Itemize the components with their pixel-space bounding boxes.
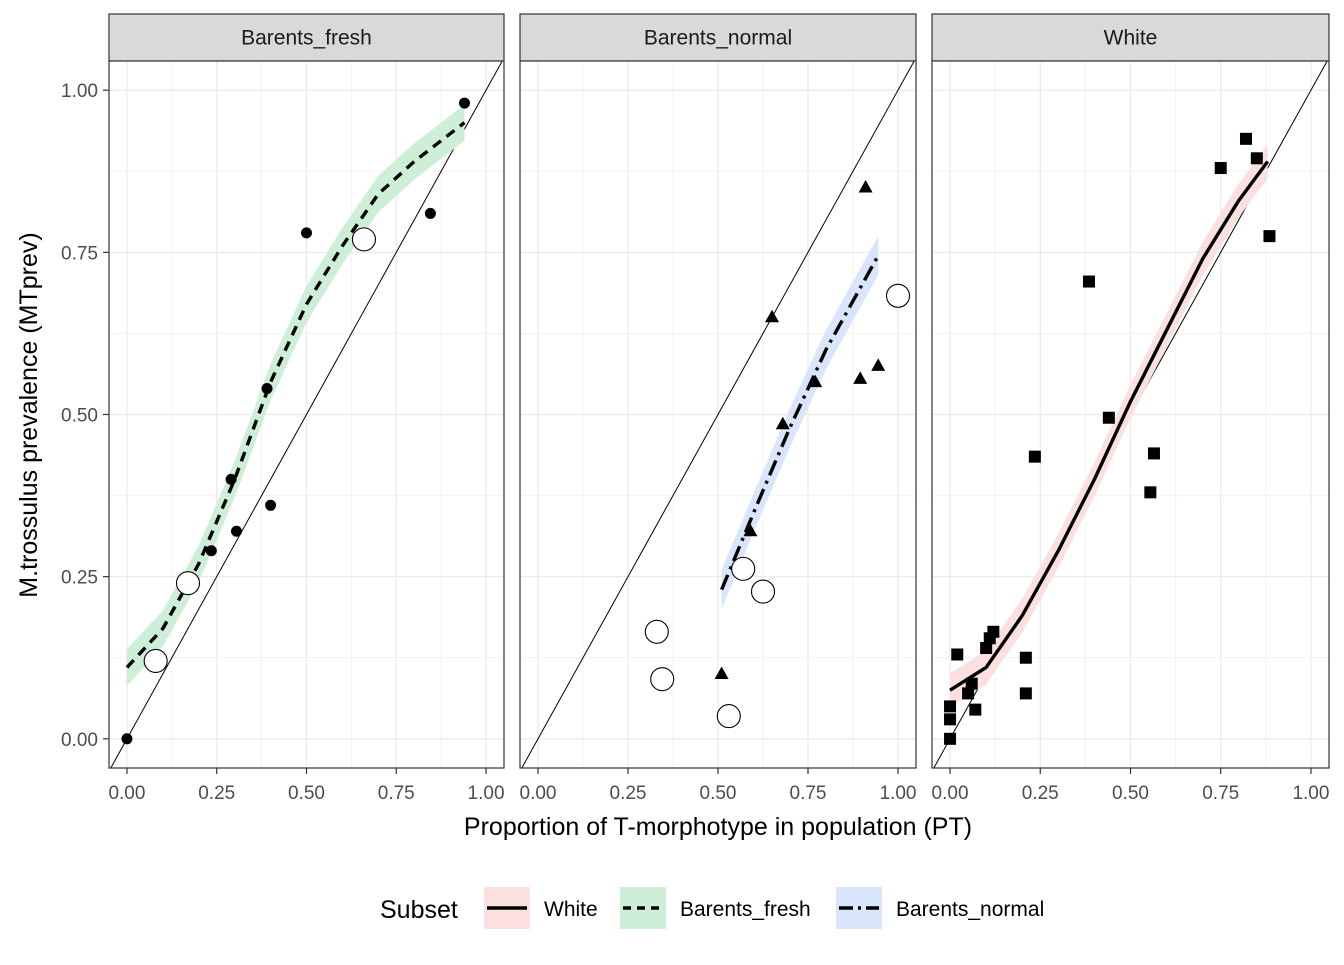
data-point-circle xyxy=(230,525,242,537)
facet-strip xyxy=(931,13,1330,62)
x-tick-label: 0.00 xyxy=(932,783,969,804)
x-tick-label: 0.50 xyxy=(1112,783,1149,804)
panel-White: White 0.00 0.25 0.50 0.75 1.00 xyxy=(931,13,1330,804)
y-tick-label: 0.25 xyxy=(61,568,98,589)
reference-line-y-equals-x xyxy=(521,61,915,768)
x-axis-title: Proportion of T-morphotype in population… xyxy=(464,813,972,841)
data-point-triangle xyxy=(775,416,790,430)
panel-Barents_fresh: Barents_fresh 0.00 0.25 0.50 0.75 1.00 0.00 0.2… xyxy=(61,13,505,804)
x-tick-label: 1.00 xyxy=(468,783,505,804)
confidence-band xyxy=(126,104,465,686)
data-point-square xyxy=(1250,152,1263,165)
data-point-square xyxy=(944,732,957,745)
open-circle-point xyxy=(351,227,377,252)
facet-strip xyxy=(519,13,917,62)
panel-data-layer xyxy=(110,61,503,768)
open-circle-point xyxy=(750,579,776,604)
x-tick-label: 0.25 xyxy=(198,783,235,804)
x-tick-label: 0.25 xyxy=(610,783,647,804)
open-circle-point xyxy=(175,571,201,596)
data-point-triangle xyxy=(871,358,886,371)
x-tick-label: 0.75 xyxy=(1202,783,1239,804)
x-tick-label: 0.25 xyxy=(1022,783,1059,804)
open-circle-point xyxy=(731,556,756,581)
legend: Subset White Barents_fresh Barents_normal xyxy=(380,887,1044,929)
open-circle-point xyxy=(644,619,669,644)
data-point-square xyxy=(944,700,957,713)
x-tick-label: 0.00 xyxy=(520,783,557,804)
x-tick-label: 0.50 xyxy=(700,783,737,804)
open-circle-point xyxy=(885,283,911,308)
data-point-circle xyxy=(225,473,237,485)
facet-strip-label: Barents_normal xyxy=(644,27,792,50)
open-circle-point xyxy=(716,704,741,729)
y-axis-title: M.trossulus prevalence (MTprev) xyxy=(15,232,43,597)
data-point-square xyxy=(1214,162,1227,175)
x-tick-label: 1.00 xyxy=(1292,783,1329,804)
data-point-triangle xyxy=(765,309,779,323)
reference-line-y-equals-x xyxy=(110,61,503,768)
data-point-square xyxy=(1028,450,1041,463)
data-point-square xyxy=(1147,447,1160,460)
legend-label: Barents_fresh xyxy=(680,898,811,921)
legend-label: White xyxy=(544,898,598,921)
x-tick-label: 1.00 xyxy=(880,783,917,804)
facet-strip-label: White xyxy=(1104,27,1158,50)
facet-strip-label: Barents_fresh xyxy=(241,27,372,50)
data-point-triangle xyxy=(714,666,729,679)
data-point-square xyxy=(969,703,982,716)
data-point-circle xyxy=(265,499,277,511)
legend-title: Subset xyxy=(380,896,458,924)
data-point-square xyxy=(1102,411,1115,424)
y-tick-label: 0.75 xyxy=(61,243,98,264)
panel-data-layer xyxy=(933,61,1328,768)
data-point-triangle xyxy=(743,523,758,537)
data-point-circle xyxy=(424,207,436,219)
y-tick-label: 1.00 xyxy=(61,81,98,102)
x-tick-label: 0.75 xyxy=(790,783,827,804)
x-tick-label: 0.50 xyxy=(288,783,325,804)
open-circle-point xyxy=(650,667,675,692)
data-point-square xyxy=(1263,230,1276,243)
legend-label: Barents_normal xyxy=(896,898,1044,921)
data-point-circle xyxy=(261,383,273,395)
data-point-square xyxy=(1239,132,1252,145)
x-tick-label: 0.75 xyxy=(378,783,415,804)
data-point-triangle xyxy=(853,371,868,384)
panel-Barents_normal: Barents_normal 0.00 0.25 0.50 0.75 1.00 xyxy=(519,13,917,804)
y-tick-label: 0.50 xyxy=(61,406,98,427)
fit-line xyxy=(125,121,466,669)
panel-data-layer xyxy=(521,61,915,768)
facet-strip xyxy=(108,13,505,62)
data-point-circle xyxy=(301,227,312,239)
data-point-square xyxy=(1144,486,1157,499)
data-point-square xyxy=(944,713,957,726)
data-point-square xyxy=(987,625,1000,638)
y-tick-label: 0.00 xyxy=(61,730,98,751)
data-point-square xyxy=(965,677,978,690)
x-tick-label: 0.00 xyxy=(108,783,145,804)
data-point-square xyxy=(1082,275,1095,288)
data-point-circle xyxy=(121,733,133,745)
data-point-square xyxy=(951,648,964,661)
data-point-circle xyxy=(205,545,217,557)
data-point-triangle xyxy=(858,179,873,193)
fit-line xyxy=(949,160,1270,692)
data-point-square xyxy=(1019,687,1032,700)
data-point-circle xyxy=(459,97,470,109)
open-circle-point xyxy=(143,648,168,674)
data-point-square xyxy=(962,687,975,700)
data-point-square xyxy=(1019,651,1032,664)
data-point-square xyxy=(980,642,993,655)
data-point-triangle xyxy=(808,374,823,388)
fit-line xyxy=(720,254,880,591)
